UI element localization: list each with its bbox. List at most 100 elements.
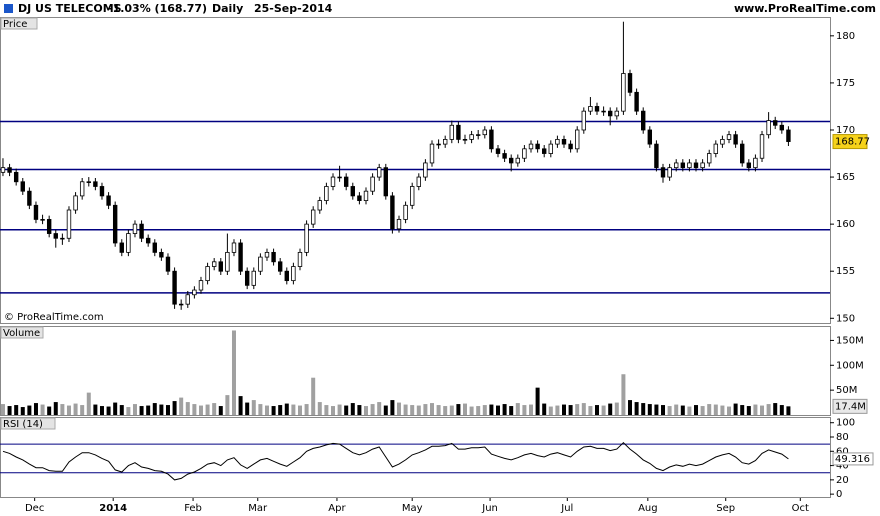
candle-body <box>198 280 204 291</box>
volume-bar <box>344 405 349 415</box>
volume-bar <box>707 404 712 415</box>
candle-body <box>733 134 738 145</box>
candle-body <box>53 233 58 239</box>
panel-frame <box>0 417 831 498</box>
volume-bar <box>462 403 467 415</box>
candle-body <box>99 186 105 197</box>
y-tick-label: 165 <box>836 172 855 183</box>
candle-body <box>442 138 448 145</box>
x-tick-label: Apr <box>328 503 346 514</box>
volume-bar <box>363 406 368 415</box>
volume-bar <box>575 404 580 415</box>
candle-body <box>713 143 719 154</box>
last-volume-badge <box>832 398 868 414</box>
candle-body <box>654 143 659 169</box>
volume-bar <box>113 402 118 415</box>
volume-bar <box>106 406 111 415</box>
candle-body <box>601 110 606 113</box>
volume-bar <box>509 406 514 415</box>
candle-body <box>568 143 573 150</box>
candle-body <box>495 148 501 154</box>
candle-body <box>475 134 481 136</box>
x-tick-label: Jun <box>481 503 498 514</box>
volume-bar <box>370 404 375 415</box>
volume-bar <box>713 404 718 415</box>
chart-title: DJ US TELECOMS <box>18 2 122 15</box>
y-tick-label: 0 <box>836 489 842 500</box>
volume-bar <box>515 403 520 415</box>
volume-bar <box>522 405 527 415</box>
candle-body <box>575 129 580 150</box>
candle-body <box>509 157 514 164</box>
candle-body <box>244 270 250 286</box>
candle-body <box>621 73 626 112</box>
volume-bar <box>733 403 738 415</box>
candle-body <box>119 242 124 253</box>
candle-body <box>581 110 587 131</box>
volume-bar <box>654 404 659 415</box>
volume-bar <box>330 406 335 415</box>
y-tick-label: 180 <box>836 31 855 42</box>
candle-body <box>337 176 342 179</box>
candle-body <box>60 237 65 240</box>
volume-bar <box>258 404 263 415</box>
candle-body <box>40 219 45 221</box>
panel-frame <box>0 17 831 324</box>
candle-body <box>515 157 521 164</box>
volume-bar <box>324 405 329 415</box>
last-price-label: 168.77 <box>835 137 870 148</box>
candle-body <box>86 181 91 183</box>
last-volume-label: 17.4M <box>835 401 866 412</box>
site: www.ProRealTime.com <box>734 2 876 15</box>
volume-bar <box>680 405 685 415</box>
candle-body <box>594 106 600 112</box>
volume-bar <box>601 405 606 415</box>
volume-bar <box>727 406 732 415</box>
period: Daily <box>212 2 243 15</box>
volume-bar <box>634 402 639 415</box>
candle-body <box>376 167 382 178</box>
candle-body <box>185 294 190 305</box>
candle-body <box>126 233 131 253</box>
candle-body <box>469 134 474 140</box>
volume-bar <box>779 405 784 415</box>
volume-bar <box>132 404 137 415</box>
candle-body <box>284 270 289 282</box>
candle-body <box>264 251 270 258</box>
candle-body <box>13 171 19 183</box>
candle-body <box>178 303 184 306</box>
volume-bar <box>390 400 395 415</box>
x-tick-label: 2014 <box>99 503 127 514</box>
volume-bar <box>595 405 600 415</box>
candle-body <box>462 138 468 141</box>
volume-bar <box>403 404 408 415</box>
candle-body <box>343 176 349 187</box>
volume-bar <box>443 406 448 415</box>
candle-body <box>746 162 752 169</box>
candle-body <box>726 134 732 140</box>
candle-body <box>522 148 527 159</box>
y-tick-label: 100 <box>836 418 855 429</box>
candle-body <box>324 186 329 202</box>
x-tick-label: May <box>402 503 423 514</box>
volume-bar <box>297 405 302 415</box>
candle-body <box>251 270 256 286</box>
candle-body <box>317 200 322 211</box>
candle-body <box>548 143 554 154</box>
volume-bar <box>753 404 758 415</box>
candle-body <box>680 162 686 169</box>
volume-bar <box>238 396 243 415</box>
candle-body <box>759 134 765 159</box>
y-tick-label: 175 <box>836 78 855 89</box>
volume-bar <box>608 403 613 415</box>
candle-body <box>7 167 12 173</box>
candle-body <box>231 242 237 253</box>
volume-bar <box>377 402 382 415</box>
candle-body <box>192 289 197 296</box>
volume-bar <box>647 404 652 415</box>
volume-bar <box>548 406 553 415</box>
candle-body <box>753 157 758 169</box>
volume-bar <box>264 405 269 415</box>
candle-body <box>291 266 296 282</box>
volume-bar <box>423 404 428 415</box>
